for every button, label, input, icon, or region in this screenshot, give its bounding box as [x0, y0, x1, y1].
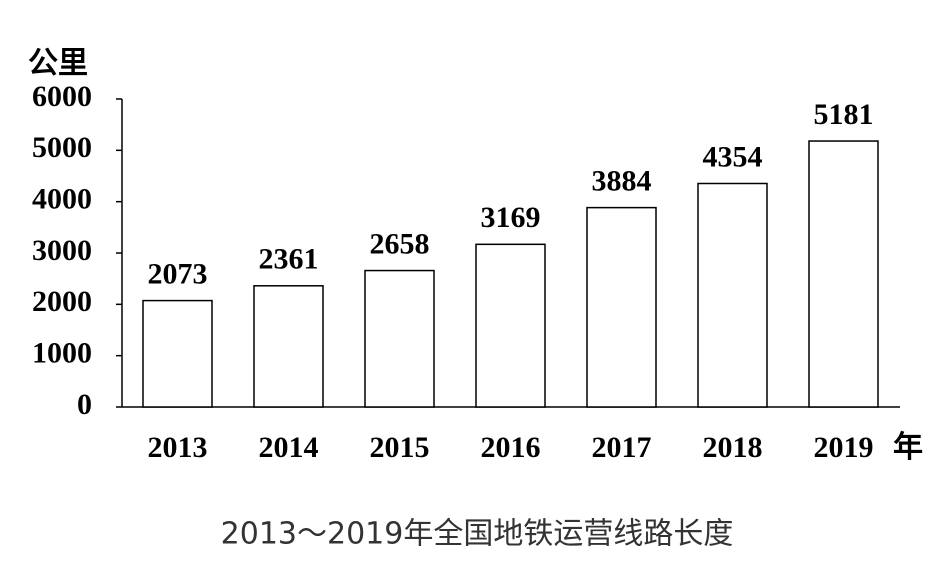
y-tick-label: 3000 — [32, 234, 92, 267]
bar — [253, 285, 324, 408]
y-tick-label: 0 — [77, 388, 92, 421]
bar — [697, 182, 768, 408]
y-tick-label: 1000 — [32, 337, 92, 370]
bar — [142, 299, 213, 408]
x-tick-label: 2014 — [259, 431, 319, 464]
value-label: 3169 — [481, 201, 541, 234]
y-tick-label: 4000 — [32, 183, 92, 216]
x-tick-label: 2015 — [370, 431, 430, 464]
bar — [586, 206, 657, 408]
x-tick-label: 2013 — [148, 431, 208, 464]
value-label: 2073 — [148, 257, 208, 290]
value-label: 2658 — [370, 227, 430, 260]
value-label: 4354 — [703, 140, 763, 173]
value-label: 5181 — [814, 98, 874, 131]
x-tick-label: 2019 — [814, 431, 874, 464]
y-tick-label: 5000 — [32, 131, 92, 164]
x-tick-label: 2017 — [592, 431, 652, 464]
bar — [475, 243, 546, 408]
x-tick-label: 2016 — [481, 431, 541, 464]
bar — [808, 140, 879, 408]
value-label: 3884 — [592, 165, 652, 198]
chart-title: 2013～2019年全国地铁运营线路长度 — [221, 517, 734, 552]
x-tick-label: 2018 — [703, 431, 763, 464]
bar — [364, 269, 435, 408]
y-tick-label: 2000 — [32, 285, 92, 318]
x-axis-label: 年 — [893, 431, 923, 464]
value-label: 2361 — [259, 243, 319, 276]
y-tick-label: 6000 — [32, 80, 92, 113]
y-axis-label: 公里 — [28, 47, 88, 80]
